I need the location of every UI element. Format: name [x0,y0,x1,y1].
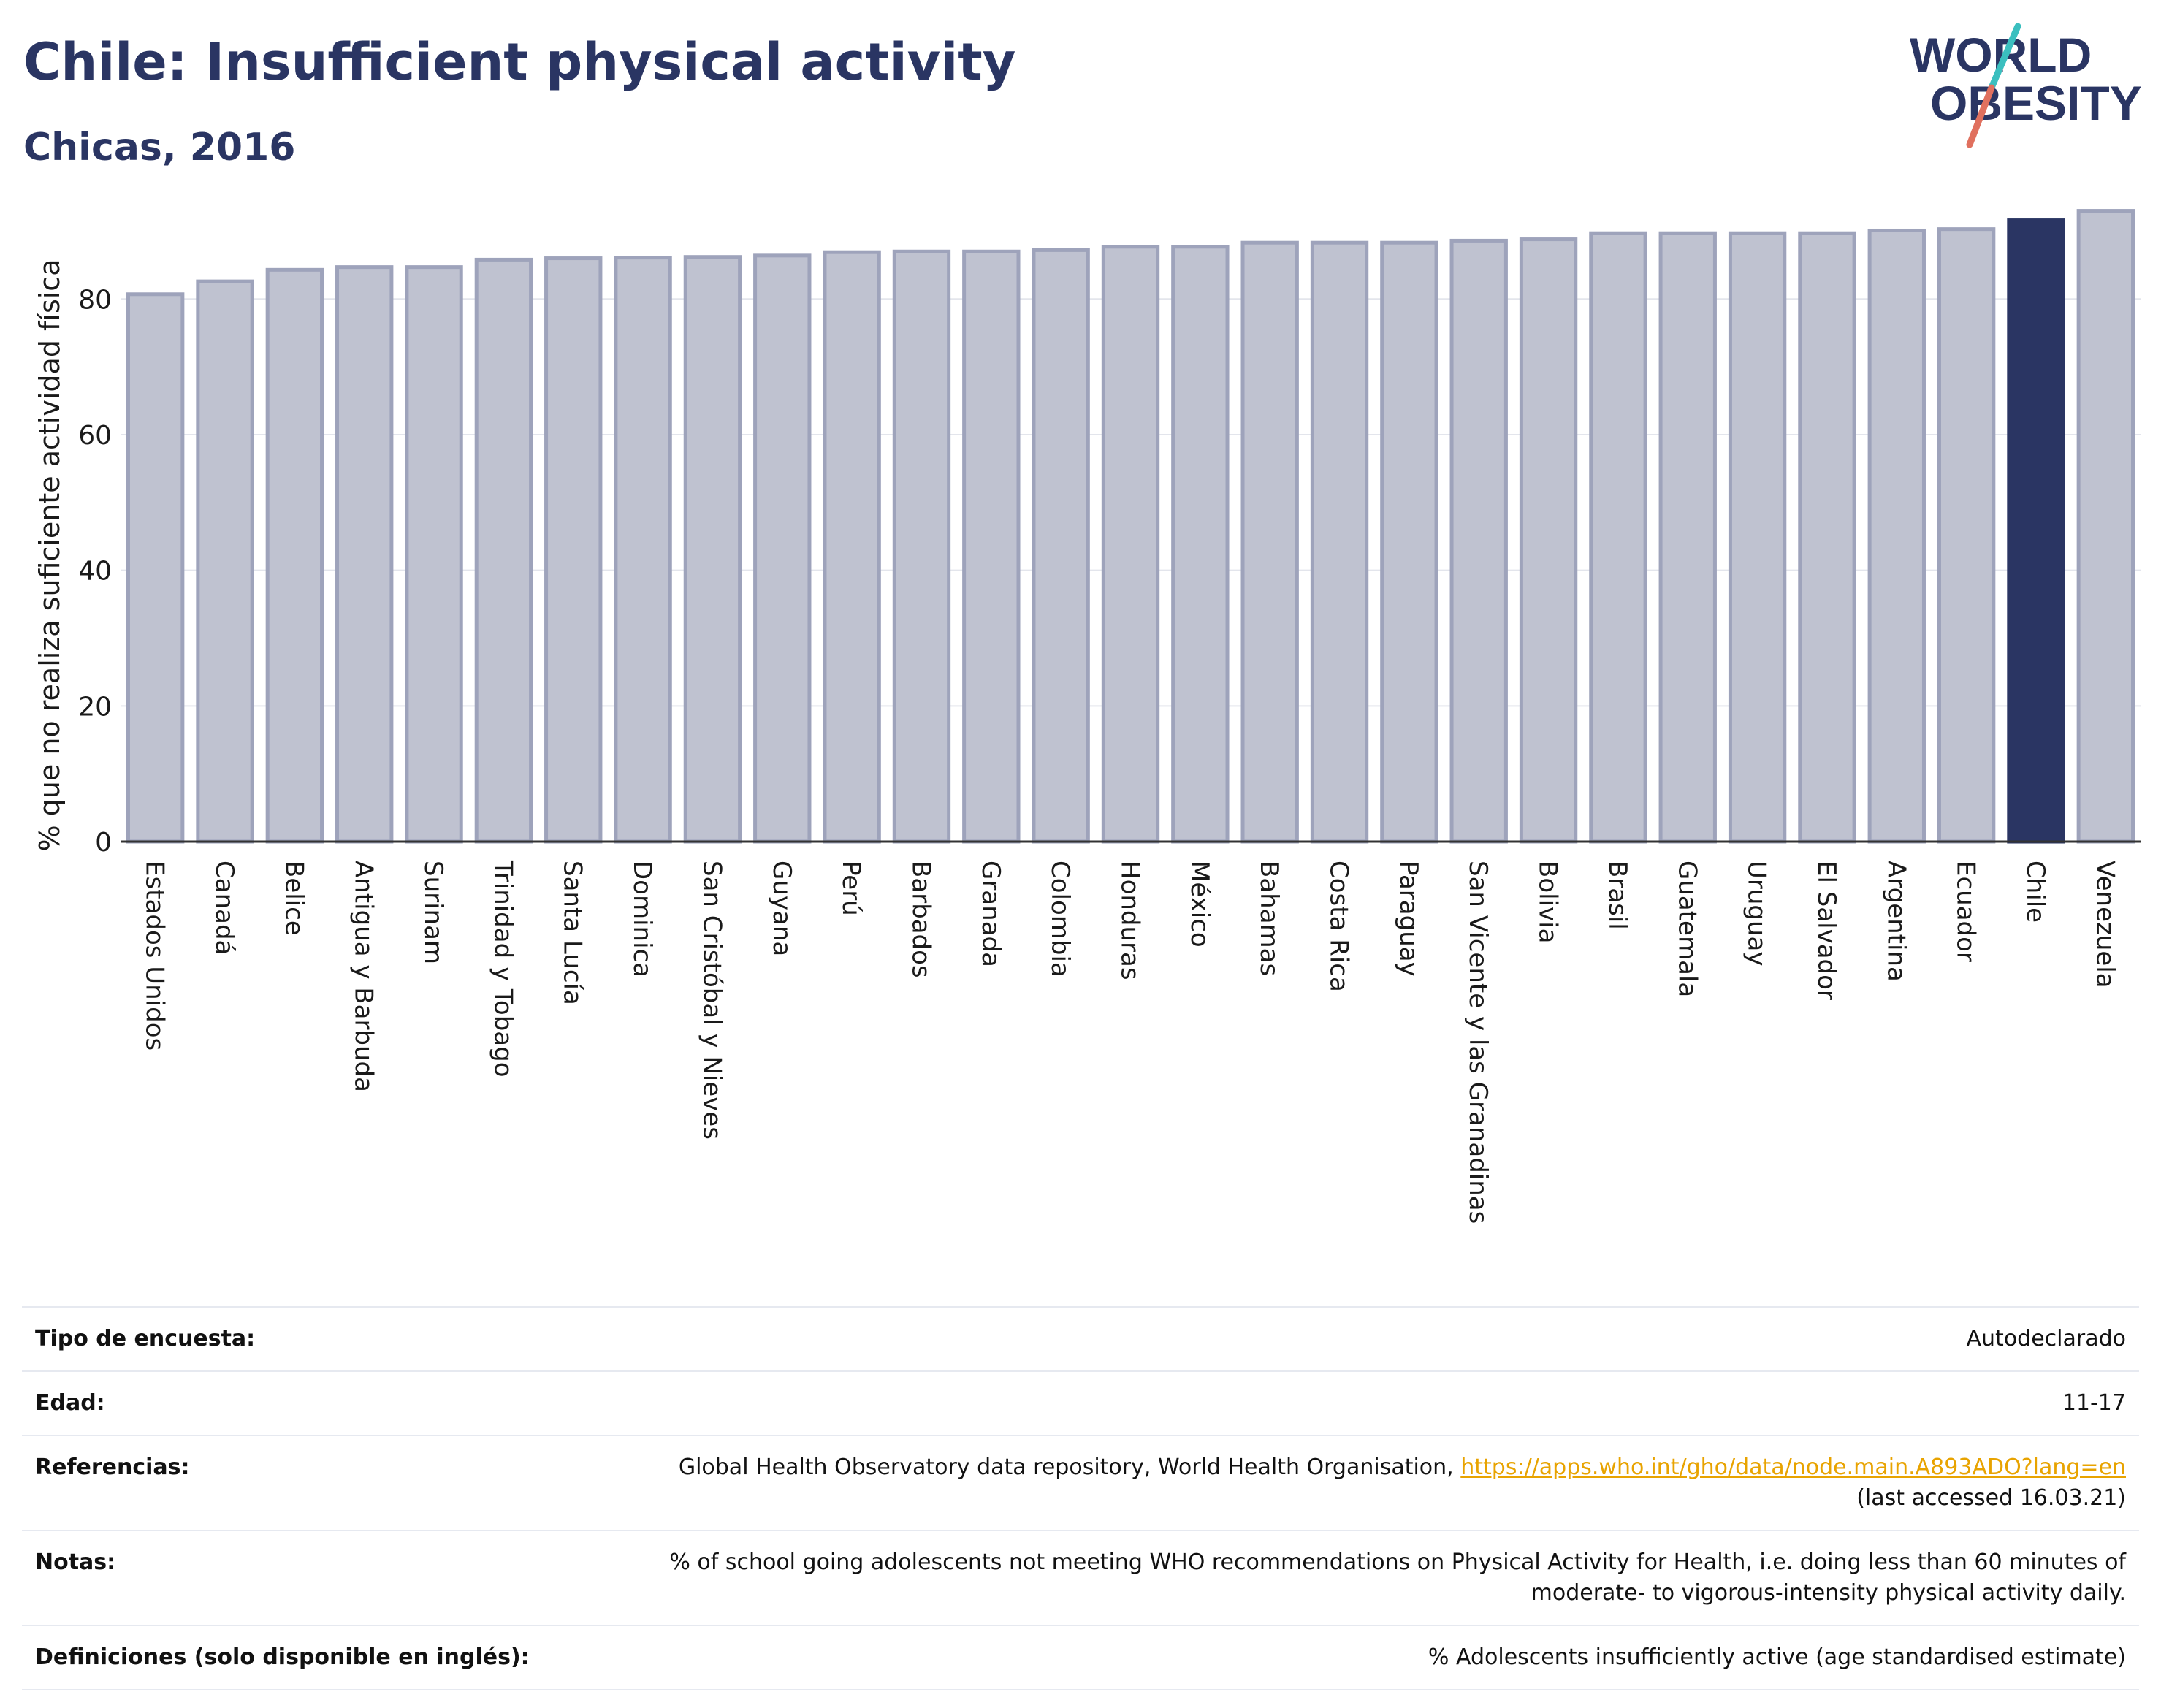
x-tick-label: Costa Rica [1325,861,1354,992]
world-obesity-logo: WORLD OBESITY [1910,23,2142,148]
bar [544,256,603,844]
info-row-definitions: Definiciones (solo disponible en inglés)… [22,1625,2139,1690]
bar [962,249,1021,844]
bar [265,267,324,844]
x-tick-label: Estados Unidos [140,861,169,1051]
info-value: % Adolescents insufficiently active (age… [1428,1644,2126,1670]
bar [1728,231,1787,844]
x-tick-label: Perú [836,861,866,916]
page-title: Chile: Insufficient physical activity [23,32,1016,92]
y-tick-label: 80 [78,285,112,315]
bar [1310,240,1369,844]
y-tick-label: 20 [78,692,112,722]
x-tick-label: Uruguay [1742,861,1772,967]
bar [892,249,951,844]
reference-link[interactable]: https://apps.who.int/gho/data/node.main.… [1460,1455,2126,1480]
x-tick-label: Guyana [767,861,796,956]
x-tick-label: Ecuador [1951,861,1981,962]
bar [474,257,533,844]
info-value: % of school going adolescents not meetin… [669,1549,2126,1606]
x-tick-label: Bahamas [1254,861,1284,976]
bar [1867,228,1926,844]
x-tick-label: Canadá [210,861,239,955]
x-tick-label: Dominica [628,861,657,977]
x-tick-label: Chile [2021,861,2050,923]
info-row-references: Referencias: Global Health Observatory d… [22,1435,2139,1530]
x-tick-label: San Cristóbal y Nieves [697,861,726,1140]
y-axis-label: % que no realiza suficiente actividad fí… [34,259,66,852]
info-row-survey-type: Tipo de encuesta: Autodeclarado [22,1306,2139,1370]
bar [1798,231,1856,844]
bar-chart: 0 20 40 60 80 Estados Unidos Canadá Belice Antig… [78,209,2141,1224]
y-tick-label: 0 [95,828,112,858]
bar [683,255,742,844]
bar [2007,218,2065,844]
y-tick-label: 40 [78,557,112,587]
y-tick-label: 60 [78,421,112,451]
bar [405,265,463,844]
x-tick-label: Honduras [1116,861,1145,980]
bar [335,265,394,844]
x-tick-label: Belice [279,861,308,936]
logo-line2: OBESITY [1930,76,2142,130]
bar [614,256,672,844]
bar [1589,231,1647,844]
bar [823,250,881,844]
x-tick-label: San Vicente y las Granadinas [1463,861,1493,1224]
bar [1101,245,1160,844]
info-label: Definiciones (solo disponible en inglés)… [35,1644,530,1670]
bar [1171,245,1230,844]
x-tick-label: Antigua y Barbuda [349,861,378,1092]
info-row-age: Edad: 11-17 [22,1370,2139,1435]
info-value: 11-17 [2062,1390,2126,1416]
info-value: Autodeclarado [1966,1326,2126,1351]
x-tick-label: Argentina [1881,861,1910,982]
x-tick-label: El Salvador [1812,861,1841,1000]
page-subtitle: Chicas, 2016 [23,126,296,169]
bar [1380,240,1438,844]
bar [753,253,812,844]
info-label: Notas: [35,1549,116,1575]
x-tick-label: Barbados [906,861,935,978]
bar [2076,209,2135,844]
x-tick-label: Paraguay [1394,861,1423,977]
info-label: Edad: [35,1390,105,1416]
x-tick-label: Santa Lucía [558,861,587,1005]
bar [1240,240,1299,844]
x-tick-label: Granada [976,861,1005,967]
x-tick-label: Guatemala [1672,861,1701,997]
info-value-references: Global Health Observatory data repositor… [679,1452,2126,1514]
bar [1519,237,1578,844]
info-label: Referencias: [35,1455,190,1480]
reference-text: Global Health Observatory data repositor… [678,1455,1454,1480]
bar [1658,231,1717,844]
bar [1937,227,1996,844]
bar [1449,238,1508,844]
reference-accessed: (last accessed 16.03.21) [1856,1485,2126,1511]
bar [196,279,254,844]
bar [126,292,185,844]
info-label: Tipo de encuesta: [35,1326,256,1351]
info-table: Tipo de encuesta: Autodeclarado Edad: 11… [22,1306,2139,1690]
x-tick-label: Surinam [419,861,448,964]
bar [1032,248,1090,844]
x-tick-label: Colombia [1045,861,1075,977]
x-tick-label: Bolivia [1533,861,1563,943]
x-tick-label: Trinidad y Tobago [488,860,517,1078]
x-tick-label: Venezuela [2090,861,2119,988]
x-tick-label: Brasil [1603,861,1632,930]
x-tick-label: México [1185,861,1214,948]
info-row-notes: Notas: % of school going adolescents not… [22,1530,2139,1625]
